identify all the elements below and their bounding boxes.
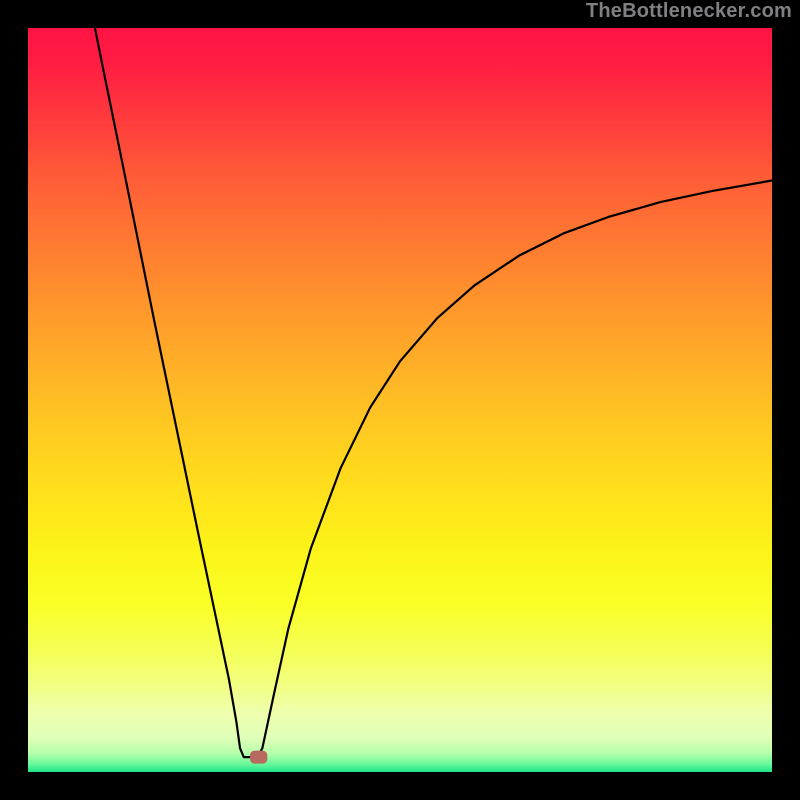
chart-stage: TheBottlenecker.com: [0, 0, 800, 800]
plot-background: [28, 28, 772, 772]
bottleneck-chart: [0, 0, 800, 800]
current-value-marker: [250, 751, 266, 763]
